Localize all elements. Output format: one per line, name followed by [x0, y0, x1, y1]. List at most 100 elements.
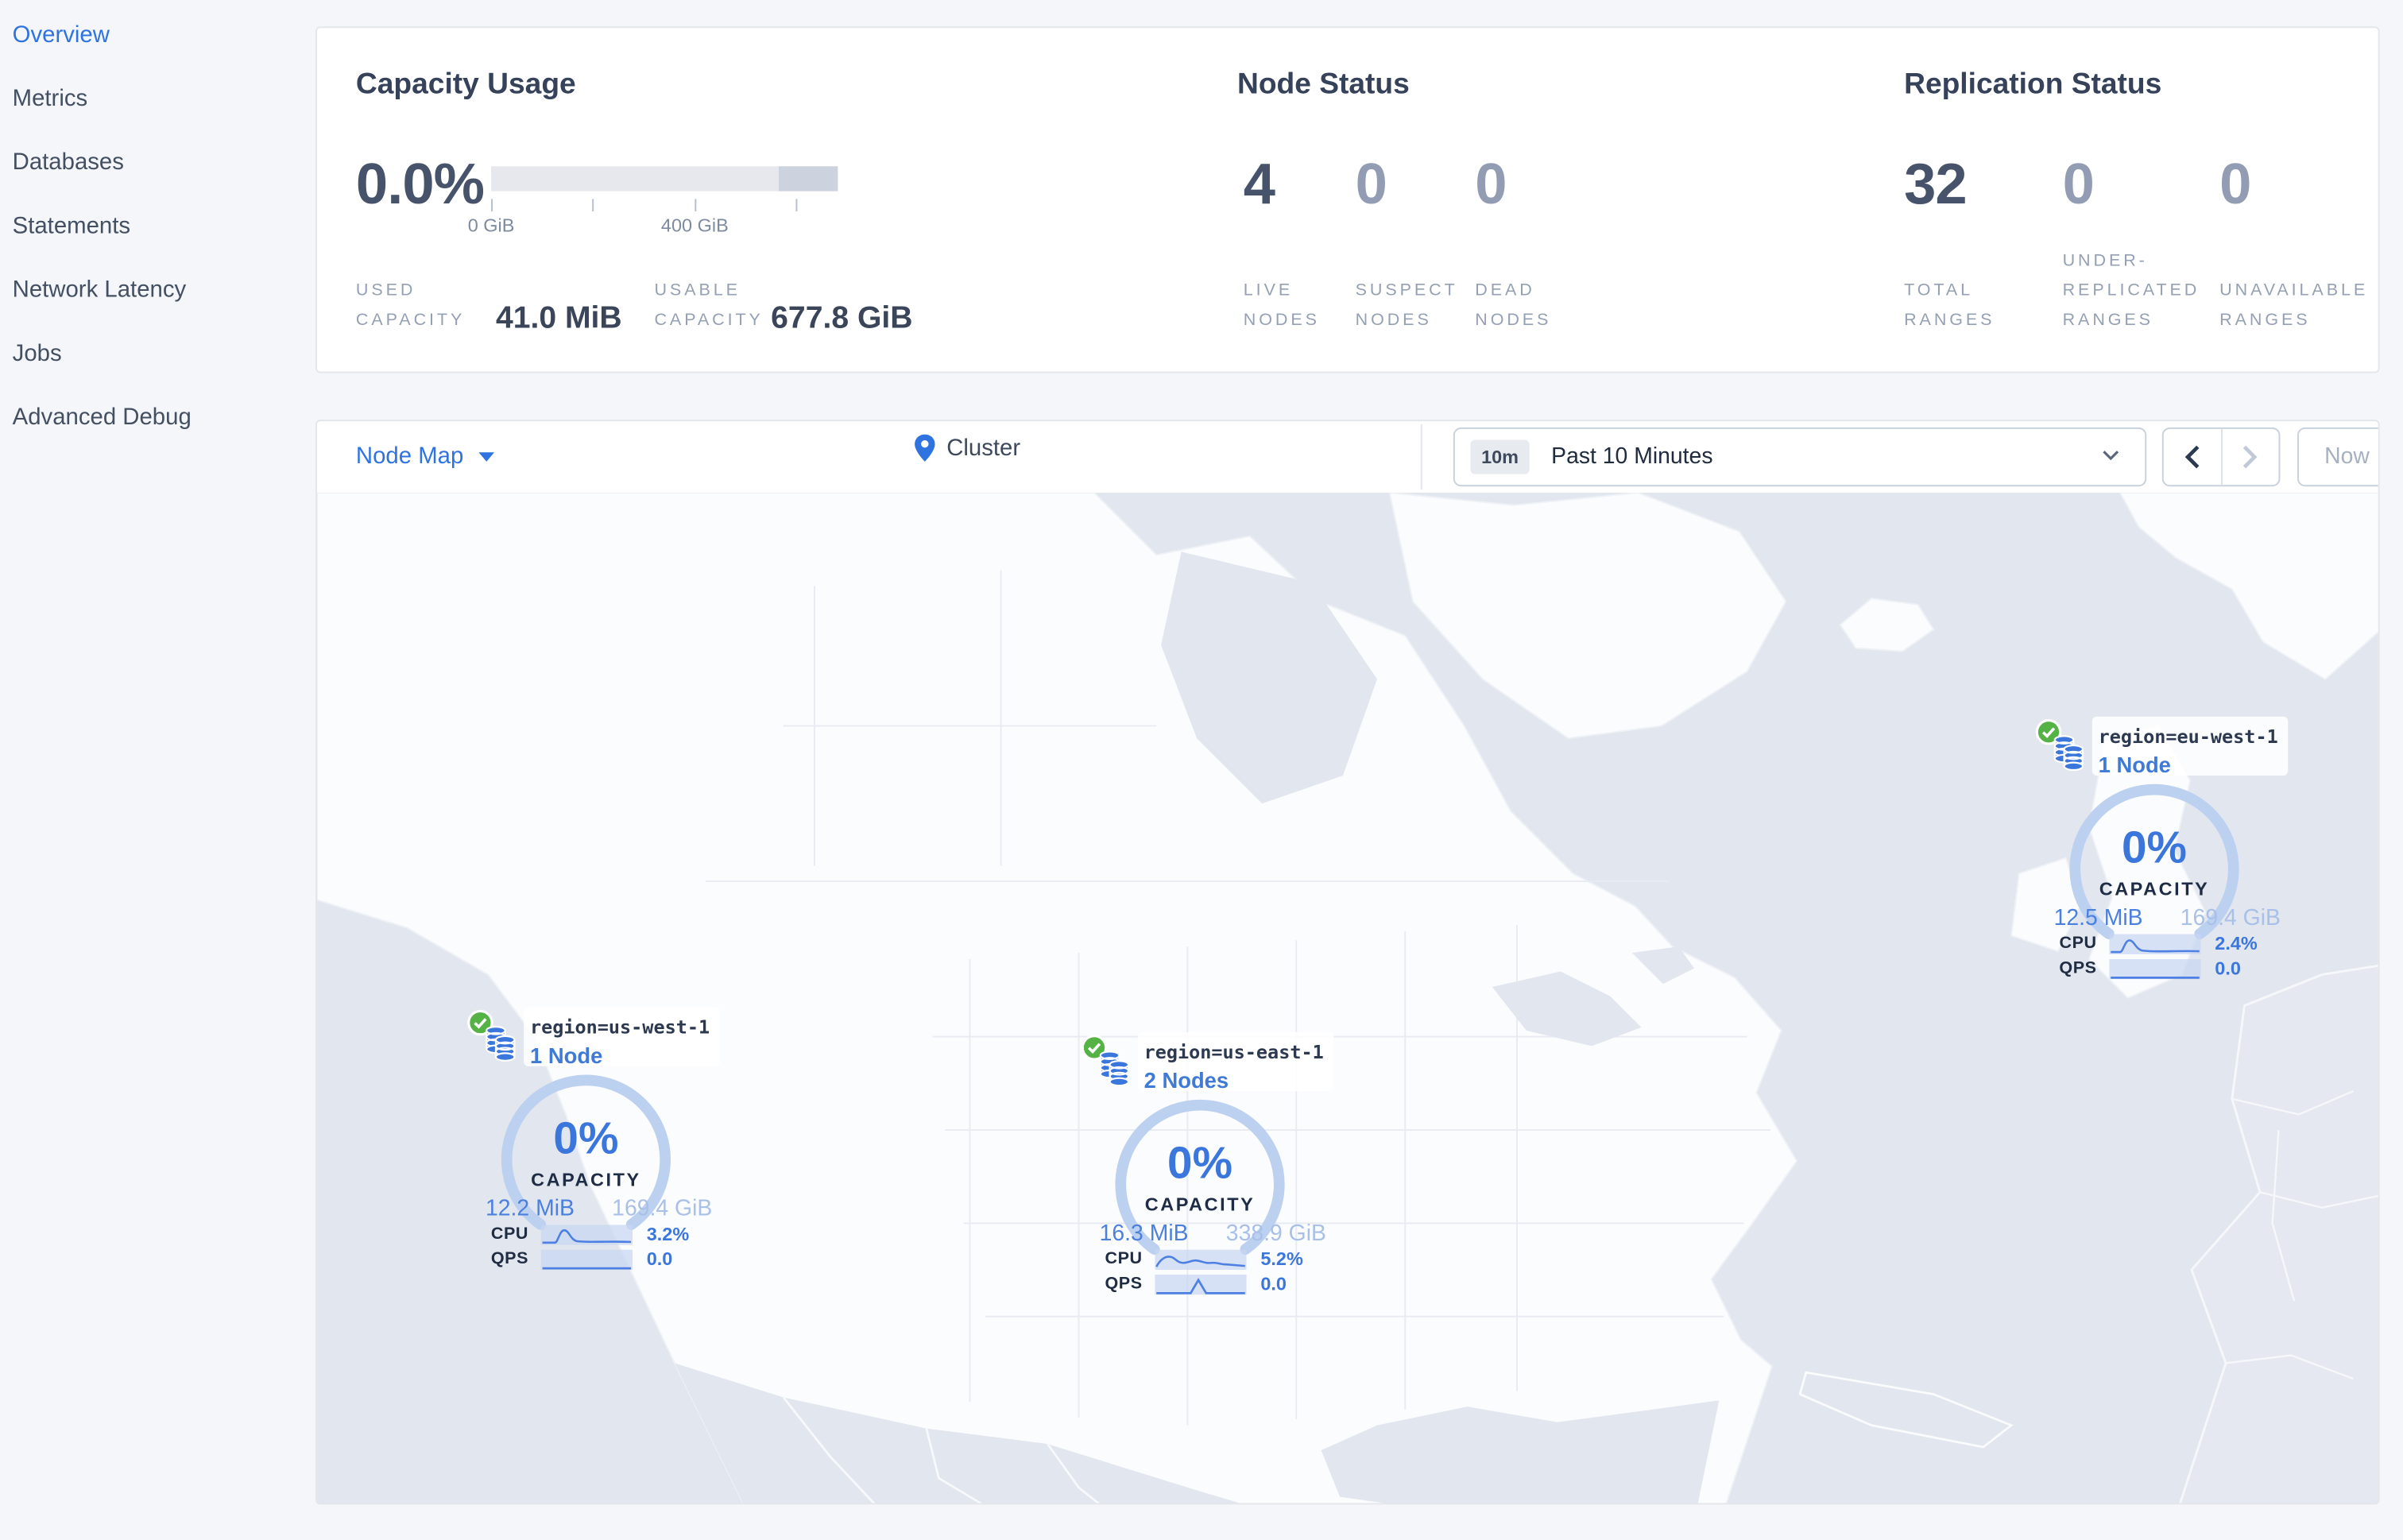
region-node-count: 1 Node [2098, 752, 2171, 777]
cpu-label: CPU [1105, 1249, 1143, 1269]
breadcrumb-label: Cluster [946, 435, 1021, 462]
database-icon [486, 1026, 516, 1062]
map-pin-icon [915, 434, 935, 462]
region-capacity-percent: 0% [553, 1114, 619, 1165]
time-step-buttons [2161, 427, 2281, 487]
region-marker-eu-west-1[interactable]: region=eu-west-1 1 Node 0% CAPACITY 12.5… [2035, 716, 2297, 991]
usable-capacity-value: 677.8 GiB [771, 301, 913, 336]
suspect-nodes-label: SUSPECT NODES [1355, 281, 1458, 330]
region-total-capacity: 338.9 GiB [1225, 1221, 1326, 1247]
marker-label-backing [1137, 1031, 1334, 1092]
live-nodes-label: LIVE NODES [1243, 281, 1320, 330]
capacity-axis-tick-400: 400 GiB [660, 214, 729, 237]
qps-row: QPS 0.0 [1096, 1273, 1287, 1294]
region-used-capacity: 12.5 MiB [2053, 906, 2143, 931]
cpu-row: CPU 5.2% [1096, 1248, 1303, 1271]
capacity-label: CAPACITY [531, 1168, 641, 1191]
region-node-count: 1 Node [529, 1043, 603, 1068]
world-map: region=us-west-1 1 Node 0% CAPACITY 12.2… [317, 493, 2378, 1503]
region-total-capacity: 169.4 GiB [2180, 906, 2281, 931]
dead-nodes-count: 0 [1475, 152, 1507, 216]
now-button[interactable]: Now [2297, 427, 2378, 487]
marker-label-backing [524, 1007, 720, 1066]
toolbar-divider [1420, 424, 1422, 490]
region-name: region=us-west-1 [529, 1016, 710, 1039]
usable-capacity-label: USABLE CAPACITY [654, 281, 764, 330]
total-ranges-count: 32 [1904, 152, 1968, 216]
total-ranges-label: TOTAL RANGES [1904, 281, 1995, 330]
region-total-capacity: 169.4 GiB [612, 1197, 713, 1222]
region-name: region=eu-west-1 [2098, 726, 2278, 748]
suspect-nodes-count: 0 [1355, 152, 1387, 216]
cpu-label: CPU [490, 1225, 529, 1244]
time-range-label: Past 10 Minutes [1551, 444, 1713, 470]
qps-sparkline [540, 1248, 633, 1270]
capacity-percent: 0.0% [355, 152, 485, 216]
step-forward-button[interactable] [2222, 429, 2278, 485]
node-status-title: Node Status [1236, 68, 1410, 102]
capacity-axis-tick-0: 0 GiB [467, 214, 515, 237]
qps-value: 0.0 [646, 1248, 673, 1271]
chevron-left-icon [2184, 445, 2199, 469]
sidebar-item-metrics[interactable]: Metrics [12, 85, 88, 112]
time-range-select[interactable]: 10m Past 10 Minutes [1453, 427, 2147, 487]
qps-row: QPS 0.0 [2050, 958, 2241, 979]
sidebar-item-network-latency[interactable]: Network Latency [12, 277, 187, 304]
capacity-label: CAPACITY [2099, 878, 2210, 900]
breadcrumb[interactable]: Cluster [914, 434, 1020, 463]
healthy-check-icon [2035, 719, 2062, 745]
capacity-donut [1115, 1099, 1285, 1270]
sidebar-nav: Overview Metrics Databases Statements Ne… [0, 0, 316, 1540]
cpu-row: CPU 3.2% [482, 1223, 689, 1244]
cpu-value: 2.4% [2215, 932, 2258, 954]
step-back-button[interactable] [2164, 428, 2223, 486]
unavailable-ranges-count: 0 [2219, 152, 2251, 216]
qps-label: QPS [1105, 1274, 1143, 1294]
region-capacity-percent: 0% [1167, 1139, 1233, 1190]
region-name: region=us-east-1 [1143, 1041, 1324, 1063]
qps-sparkline [2109, 958, 2201, 979]
sidebar-item-overview[interactable]: Overview [12, 21, 110, 48]
qps-value: 0.0 [1260, 1272, 1287, 1295]
qps-value: 0.0 [2215, 957, 2241, 980]
sidebar-item-jobs[interactable]: Jobs [12, 340, 62, 367]
cluster-summary-card: Capacity Usage 0.0% 0 GiB 400 GiB USED C… [315, 26, 2380, 373]
under-replicated-ranges-label: UNDER-REPLICATED RANGES [2062, 251, 2200, 330]
cpu-sparkline [540, 1224, 633, 1244]
time-range-badge: 10m [1470, 439, 1530, 474]
capacity-donut [501, 1074, 671, 1244]
cpu-row: CPU 2.4% [2050, 932, 2258, 954]
cpu-value: 5.2% [1260, 1248, 1303, 1271]
unavailable-ranges-label: UNAVAILABLE RANGES [2219, 281, 2369, 330]
dead-nodes-label: DEAD NODES [1475, 281, 1552, 330]
database-icon [1099, 1051, 1130, 1087]
qps-label: QPS [490, 1249, 529, 1269]
world-map-base [317, 493, 2378, 1503]
qps-sparkline [1155, 1273, 1247, 1294]
sidebar-item-databases[interactable]: Databases [12, 149, 124, 176]
replication-status-title: Replication Status [1904, 68, 2162, 102]
chevron-down-icon [2103, 451, 2119, 461]
live-nodes-count: 4 [1243, 152, 1275, 216]
capacity-bar-reserved-segment [778, 166, 838, 192]
capacity-usage-title: Capacity Usage [355, 68, 576, 102]
chevron-right-icon [2243, 445, 2258, 469]
region-marker-us-west-1[interactable]: region=us-west-1 1 Node 0% CAPACITY 12.2… [467, 1007, 729, 1282]
chevron-down-icon [478, 452, 495, 462]
region-used-capacity: 12.2 MiB [486, 1197, 575, 1222]
qps-row: QPS 0.0 [482, 1248, 673, 1271]
region-marker-us-east-1[interactable]: region=us-east-1 2 Nodes 0% CAPACITY 16.… [1081, 1031, 1343, 1307]
database-icon [2053, 735, 2084, 772]
capacity-label: CAPACITY [1144, 1194, 1256, 1216]
sidebar-item-advanced-debug[interactable]: Advanced Debug [12, 404, 192, 431]
used-capacity-label: USED CAPACITY [355, 281, 466, 330]
healthy-check-icon [1081, 1035, 1108, 1061]
under-replicated-ranges-count: 0 [2062, 152, 2095, 216]
qps-label: QPS [2059, 958, 2097, 978]
capacity-bar: 0 GiB 400 GiB [468, 166, 838, 236]
view-mode-dropdown[interactable]: Node Map [355, 443, 464, 470]
marker-label-backing [2092, 716, 2289, 776]
sidebar-item-statements[interactable]: Statements [12, 212, 131, 240]
healthy-check-icon [467, 1009, 493, 1036]
